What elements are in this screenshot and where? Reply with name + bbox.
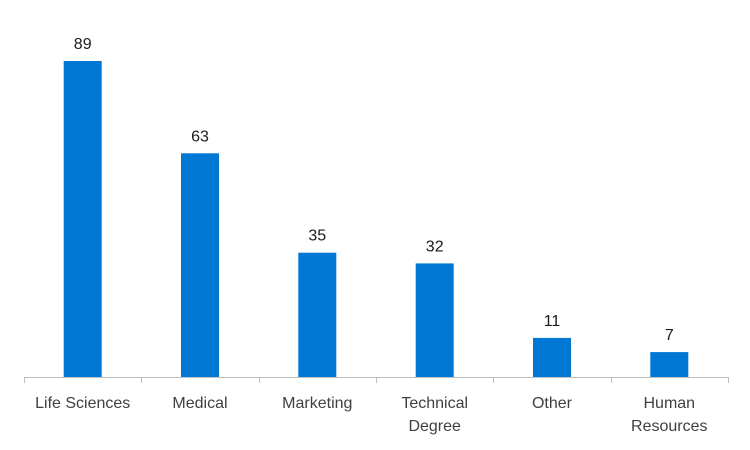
labels-layer: 89 Life Sciences 63 Medical 35 Marketing 32 Tec… — [35, 36, 707, 435]
x-tick-label-line: Marketing — [282, 395, 352, 412]
x-tick-label-line: Degree — [408, 418, 461, 435]
x-tick-label-line: Other — [532, 395, 573, 412]
data-label: 89 — [74, 36, 92, 53]
data-label: 11 — [544, 313, 561, 330]
bar-life-sciences — [63, 61, 102, 377]
data-label: 63 — [191, 128, 209, 145]
data-label: 35 — [308, 228, 326, 245]
data-label: 32 — [426, 238, 444, 255]
x-tick-label-line: Life Sciences — [35, 395, 130, 412]
x-tick-label: Medical — [172, 395, 227, 412]
bar-marketing — [298, 252, 337, 377]
bar-human-resources — [650, 352, 689, 377]
x-tick-label-line: Medical — [172, 395, 227, 412]
data-label: 7 — [665, 327, 674, 344]
bar-technical-degree — [415, 263, 454, 377]
x-tick-label: Human Resources — [631, 395, 707, 435]
x-axis — [24, 377, 729, 383]
bars-layer — [63, 61, 689, 377]
x-tick-label: Other — [532, 395, 573, 412]
x-tick-label: Marketing — [282, 395, 352, 412]
x-tick-label-line: Resources — [631, 418, 707, 435]
x-tick-label: Life Sciences — [35, 395, 130, 412]
x-tick-label-line: Human — [644, 395, 696, 412]
bar-medical — [181, 153, 219, 377]
x-tick-label-line: Technical — [401, 395, 468, 412]
bar-other — [533, 337, 571, 377]
x-tick-label: Technical Degree — [401, 395, 468, 435]
